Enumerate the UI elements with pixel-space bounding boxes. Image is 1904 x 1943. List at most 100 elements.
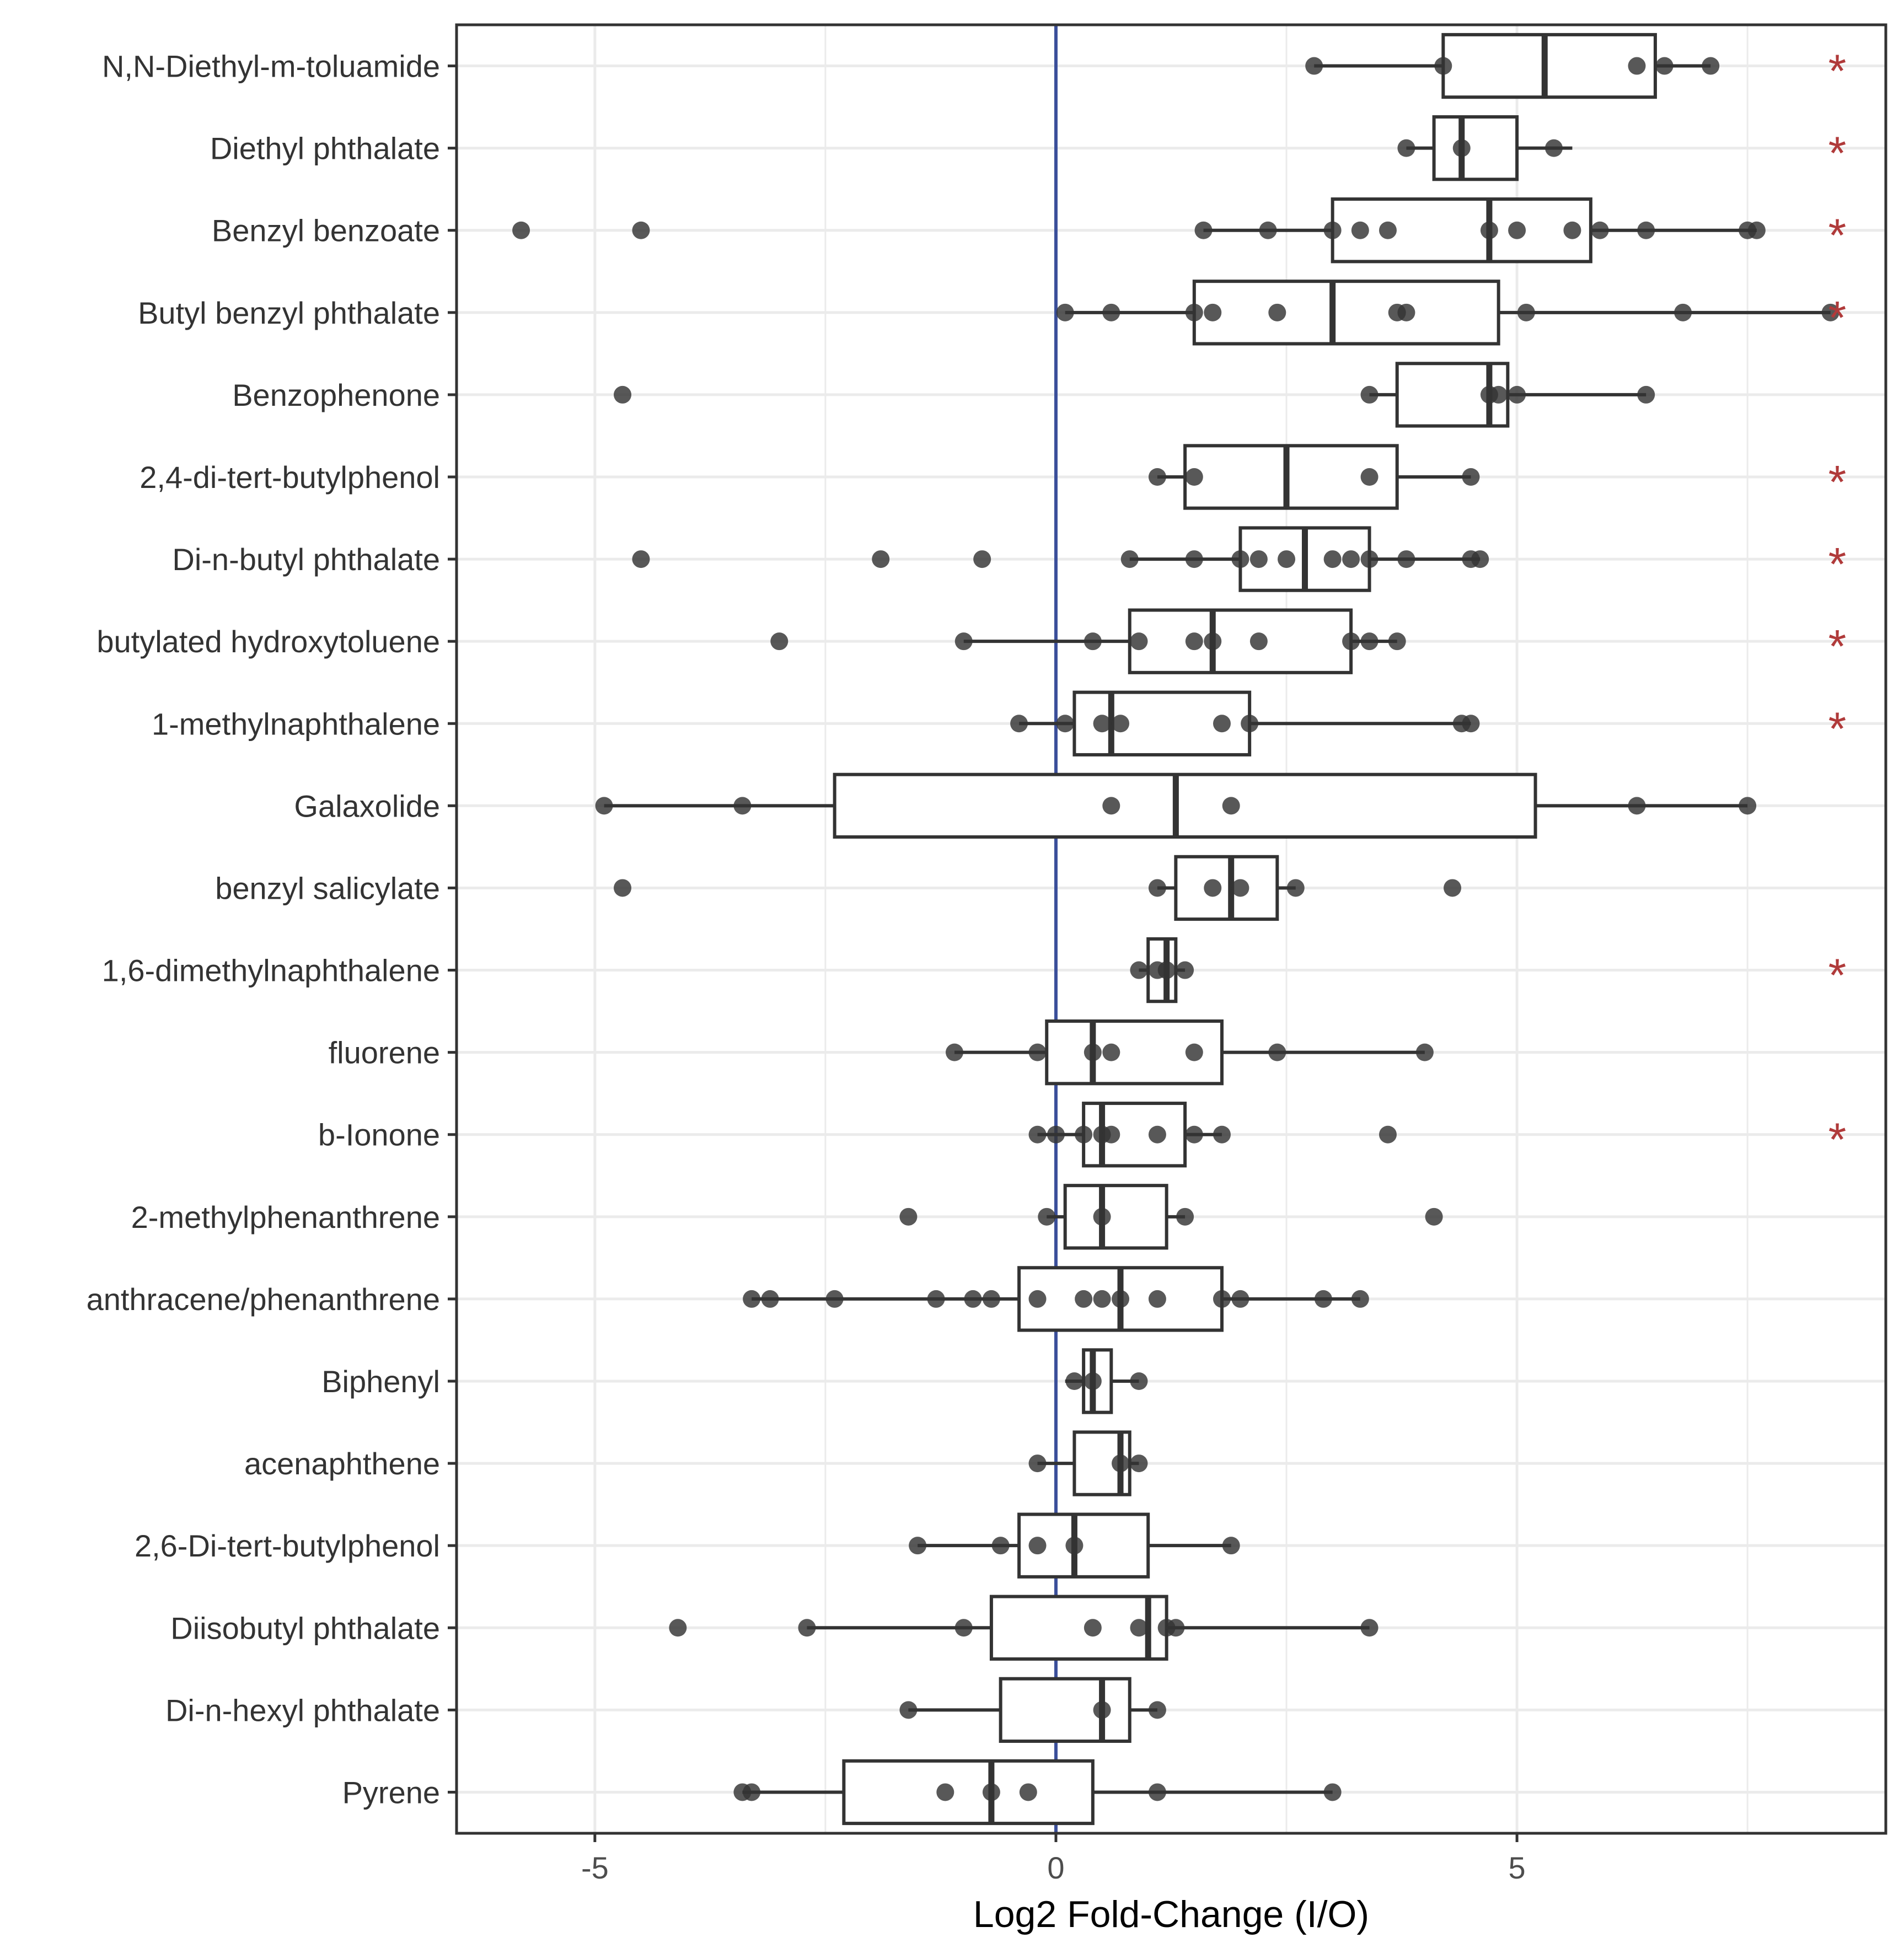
data-point — [1148, 1783, 1166, 1801]
box-iqr — [1331, 197, 1592, 264]
data-point — [946, 1043, 964, 1061]
box-17 — [1037, 1430, 1139, 1496]
data-point — [1028, 1043, 1047, 1061]
category-label: Biphenyl — [321, 1364, 440, 1399]
box-19 — [807, 1595, 1370, 1661]
x-tick-label: 5 — [1509, 1850, 1526, 1885]
data-point — [954, 1619, 973, 1637]
data-point — [1028, 1454, 1047, 1473]
data-point — [761, 1290, 779, 1308]
data-point — [1314, 1290, 1332, 1308]
category-label: butylated hydroxytoluene — [96, 624, 440, 659]
data-point — [1628, 797, 1646, 815]
significance-markers: * * * * * * * * * * — [1828, 45, 1847, 1166]
data-point — [927, 1290, 945, 1308]
data-point — [1213, 715, 1231, 733]
data-point — [1508, 385, 1526, 404]
data-point — [1222, 797, 1240, 815]
data-point — [899, 1701, 918, 1719]
data-point — [991, 1537, 1010, 1555]
data-point — [770, 632, 789, 651]
x-axis: -5 0 5 — [581, 1833, 1526, 1885]
data-point — [1148, 1290, 1166, 1308]
data-points — [512, 57, 1839, 1801]
data-point — [1268, 303, 1286, 321]
box-2 — [1203, 197, 1757, 264]
significance-star: * — [1828, 702, 1847, 754]
significance-star: * — [1828, 456, 1847, 508]
data-point — [1747, 221, 1766, 239]
data-point — [1056, 715, 1074, 733]
data-point — [1379, 221, 1397, 239]
data-point — [1185, 550, 1203, 568]
data-point — [1360, 632, 1379, 651]
category-label: 1,6-dimethylnaphthalene — [102, 953, 440, 988]
box-10 — [1157, 855, 1296, 921]
data-point — [1351, 221, 1369, 239]
data-point — [1065, 1537, 1084, 1555]
data-point — [1010, 715, 1028, 733]
data-point — [1213, 1125, 1231, 1144]
category-label: 2,6-Di-tert-butylphenol — [135, 1528, 440, 1563]
data-point — [1360, 1619, 1379, 1637]
data-point — [1120, 550, 1139, 568]
data-point — [1102, 1125, 1120, 1144]
data-point — [1194, 221, 1213, 239]
data-point — [1637, 385, 1655, 404]
data-point — [1259, 221, 1277, 239]
data-point — [1323, 550, 1342, 568]
data-point — [1167, 1619, 1185, 1637]
data-point — [1379, 1125, 1397, 1144]
data-point — [872, 550, 890, 568]
data-point — [1148, 1701, 1166, 1719]
data-point — [1462, 468, 1480, 486]
data-point — [1544, 139, 1563, 157]
data-point — [595, 797, 613, 815]
box-iqr — [1128, 608, 1353, 674]
data-point — [982, 1783, 1000, 1801]
data-point — [733, 797, 752, 815]
category-label: acenaphthene — [244, 1446, 440, 1481]
data-point — [1075, 1290, 1093, 1308]
data-point — [1591, 221, 1609, 239]
data-point — [1093, 1207, 1111, 1226]
data-point — [632, 221, 650, 239]
data-point — [1342, 550, 1360, 568]
box-iqr — [1432, 115, 1519, 181]
data-point — [1452, 139, 1471, 157]
data-point — [669, 1619, 687, 1637]
data-point — [1093, 715, 1111, 733]
data-point — [1249, 550, 1268, 568]
data-point — [973, 550, 991, 568]
box-iqr — [833, 772, 1537, 839]
box-iqr — [842, 1759, 1095, 1826]
data-point — [1185, 303, 1203, 321]
data-point — [1084, 1372, 1102, 1390]
data-point — [1019, 1783, 1037, 1801]
category-label: Diethyl phthalate — [210, 131, 440, 166]
data-point — [964, 1290, 982, 1308]
category-label: N,N-Diethyl-m-toluamide — [102, 49, 440, 84]
category-label: anthracene/phenanthrene — [87, 1282, 440, 1317]
data-point — [1637, 221, 1655, 239]
data-point — [1231, 879, 1249, 897]
data-point — [1028, 1290, 1047, 1308]
data-point — [1508, 221, 1526, 239]
data-point — [1563, 221, 1581, 239]
data-point — [1185, 632, 1203, 651]
data-point — [1286, 879, 1305, 897]
data-point — [1821, 303, 1839, 321]
data-point — [1084, 1043, 1102, 1061]
data-point — [1471, 550, 1489, 568]
data-point — [1102, 797, 1120, 815]
data-point — [1093, 1290, 1111, 1308]
box-15 — [752, 1266, 1360, 1332]
data-point — [1241, 715, 1259, 733]
data-point — [1148, 468, 1166, 486]
box-0 — [1314, 33, 1711, 99]
data-point — [1130, 1619, 1148, 1637]
data-point — [1628, 57, 1646, 75]
data-point — [1674, 303, 1692, 321]
category-label: 2,4-di-tert-butylphenol — [140, 460, 440, 495]
category-label: b-Ionone — [318, 1118, 440, 1152]
